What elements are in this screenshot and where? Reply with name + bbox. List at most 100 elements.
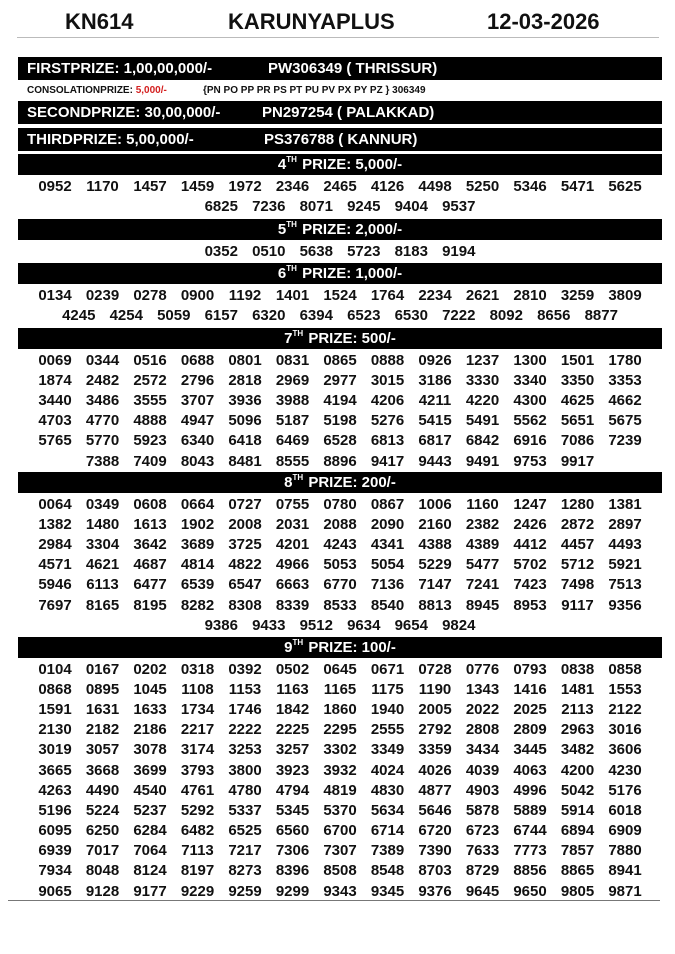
- winning-number: 8339: [275, 596, 310, 614]
- winning-number: 4662: [608, 391, 642, 409]
- winning-number: 2792: [418, 721, 452, 739]
- winning-number: 5250: [465, 177, 500, 195]
- winning-number: 5096: [228, 412, 262, 430]
- winning-number: 5053: [323, 556, 357, 574]
- winning-number: 9753: [513, 452, 547, 470]
- winning-number: 4830: [370, 781, 405, 799]
- winning-number: 1764: [370, 286, 405, 304]
- winning-number: 8729: [465, 862, 500, 880]
- winning-number: 2872: [560, 515, 595, 533]
- winning-number: 6320: [252, 306, 286, 324]
- winning-number: 8555: [275, 452, 310, 470]
- winning-number: 3057: [85, 741, 120, 759]
- winning-number: 2186: [133, 721, 167, 739]
- winning-number: 3257: [275, 741, 310, 759]
- winning-number: 1175: [371, 680, 404, 698]
- third-prize-bar: THIRDPRIZE: 5,00,000/- PS376788 ( KANNUR…: [18, 128, 662, 151]
- winning-number: 7136: [370, 576, 405, 594]
- winning-number: 3078: [133, 741, 167, 759]
- winning-number: 1613: [133, 515, 167, 533]
- winning-number: 6284: [133, 822, 167, 840]
- number-row: 9065 9128 9177 9229 9259 9299 9343 9345 9376 9645…: [18, 881, 662, 901]
- winning-number: 4621: [85, 556, 120, 574]
- winning-number: 4540: [133, 781, 167, 799]
- winning-number: 7388: [85, 452, 120, 470]
- winning-number: 1237: [465, 351, 500, 369]
- winning-number: 3482: [560, 741, 595, 759]
- winning-number: 1940: [370, 700, 405, 718]
- winning-number: 7857: [560, 842, 595, 860]
- prize-title: 6TH PRIZE: 1,000/-: [277, 264, 403, 282]
- winning-number: 4822: [228, 556, 262, 574]
- winning-number: 4687: [133, 556, 167, 574]
- prize-5-numbers: 0352 0510 5638 5723 8183 9194: [18, 241, 662, 261]
- winning-number: 4947: [180, 412, 215, 430]
- winning-number: 1457: [133, 177, 167, 195]
- winning-number: 4903: [465, 781, 500, 799]
- winning-number: 8865: [560, 862, 595, 880]
- number-row: 0868 0895 1045 1108 1153 1163 1165 1175 1190 1343…: [18, 679, 662, 699]
- consolation-series: {PN PO PP PR PS PT PU PV PX PY PZ } 3063…: [203, 85, 426, 96]
- winning-number: 5889: [513, 801, 547, 819]
- winning-number: 3793: [180, 761, 215, 779]
- winning-number: 1163: [276, 680, 309, 698]
- winning-number: 1381: [608, 495, 642, 513]
- winning-number: 0516: [133, 351, 167, 369]
- winning-number: 6018: [608, 801, 642, 819]
- winning-number: 6939: [38, 842, 72, 860]
- winning-number: 0064: [38, 495, 72, 513]
- winning-number: 8048: [85, 862, 120, 880]
- winning-number: 3340: [513, 371, 547, 389]
- winning-number: 6539: [180, 576, 215, 594]
- winning-number: 1108: [181, 680, 214, 698]
- winning-number: 1153: [228, 680, 262, 698]
- winning-number: 2031: [275, 515, 310, 533]
- winning-number: 5651: [560, 412, 595, 430]
- winning-number: 4780: [228, 781, 262, 799]
- prize-title: 4TH PRIZE: 5,000/-: [277, 155, 403, 173]
- winning-number: 7086: [560, 432, 595, 450]
- winning-number: 5562: [513, 412, 547, 430]
- winning-number: 5712: [560, 556, 595, 574]
- winning-number: 3186: [418, 371, 452, 389]
- winning-number: 0352: [204, 242, 238, 260]
- winning-number: 3174: [180, 741, 215, 759]
- winning-number: 4389: [465, 535, 500, 553]
- winning-number: 6723: [465, 822, 500, 840]
- winning-number: 5914: [560, 801, 595, 819]
- winning-number: 9491: [465, 452, 500, 470]
- winning-number: 2217: [180, 721, 215, 739]
- number-row: 7697 8165 8195 8282 8308 8339 8533 8540 8813 8945…: [18, 595, 662, 615]
- winning-number: 3019: [38, 741, 72, 759]
- winning-number: 9824: [442, 616, 476, 634]
- third-prize-label: THIRDPRIZE: 5,00,000/-: [27, 131, 194, 148]
- consolation-amount: 5,000/-: [135, 85, 167, 96]
- winning-number: 8953: [513, 596, 547, 614]
- number-row: 0069 0344 0516 0688 0801 0831 0865 0888 0926 1237…: [18, 350, 662, 370]
- winning-number: 9645: [465, 882, 500, 900]
- winning-number: 5723: [347, 242, 381, 260]
- winning-number: 3555: [133, 391, 167, 409]
- winning-number: 2465: [323, 177, 357, 195]
- winning-number: 4024: [370, 761, 405, 779]
- footer-divider: [8, 900, 660, 901]
- winning-number: 0727: [228, 495, 262, 513]
- winning-number: 7217: [228, 842, 262, 860]
- winning-number: 2810: [513, 286, 547, 304]
- winning-number: 1280: [560, 495, 595, 513]
- winning-number: 7934: [38, 862, 72, 880]
- winning-number: 5923: [133, 432, 167, 450]
- winning-number: 1874: [38, 371, 72, 389]
- winning-number: 2113: [561, 700, 594, 718]
- winning-number: 2022: [465, 700, 500, 718]
- winning-number: 1631: [85, 700, 120, 718]
- winning-number: 2977: [323, 371, 357, 389]
- winning-number: 0926: [418, 351, 452, 369]
- winning-number: 7239: [608, 432, 642, 450]
- winning-number: 1860: [323, 700, 357, 718]
- winning-number: 6813: [370, 432, 405, 450]
- winning-number: 9417: [370, 452, 405, 470]
- winning-number: 6113: [86, 576, 119, 594]
- winning-number: 5276: [370, 412, 405, 430]
- winning-number: 0392: [228, 660, 262, 678]
